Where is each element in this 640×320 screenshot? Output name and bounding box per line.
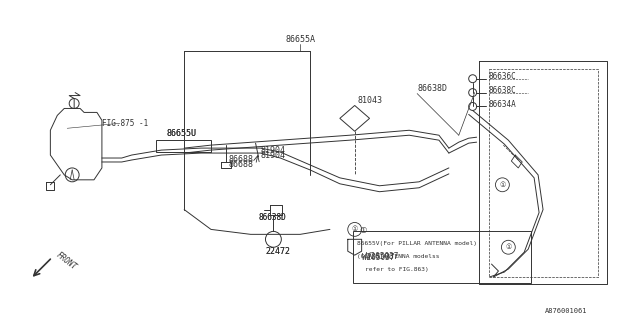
Text: ①: ①: [505, 244, 511, 250]
Text: 86638D: 86638D: [417, 84, 447, 93]
Text: 81904: 81904: [260, 146, 285, 155]
Bar: [156, 140, 211, 152]
Text: 86638C: 86638C: [488, 86, 516, 95]
Text: 22472: 22472: [266, 247, 291, 256]
Text: 86655A: 86655A: [285, 35, 315, 44]
Text: 86636C: 86636C: [488, 72, 516, 81]
Text: FIG.875 -1: FIG.875 -1: [102, 119, 148, 128]
Text: 86655V(For PILLAR ANTENNA model): 86655V(For PILLAR ANTENNA model): [356, 241, 477, 246]
Text: W205037: W205037: [365, 252, 398, 261]
Text: 86655U: 86655U: [166, 129, 196, 138]
Bar: [353, 231, 531, 283]
Text: FRONT: FRONT: [54, 251, 78, 272]
Text: ①: ①: [359, 226, 366, 235]
Text: ①: ①: [499, 182, 506, 188]
Text: 86688: 86688: [228, 160, 254, 170]
Text: W205037: W205037: [362, 253, 394, 262]
Text: 86634A: 86634A: [488, 100, 516, 109]
Text: A876001061: A876001061: [545, 308, 588, 314]
Text: 81043: 81043: [358, 96, 383, 105]
Text: ①: ①: [351, 226, 358, 232]
Text: 81904: 81904: [260, 150, 285, 160]
Text: (GLASS ANTENNA modelss: (GLASS ANTENNA modelss: [356, 254, 439, 259]
Text: 86638D: 86638D: [259, 213, 286, 222]
Text: 22472: 22472: [266, 247, 291, 256]
Text: 86638D: 86638D: [259, 213, 286, 222]
Text: 86655U: 86655U: [166, 129, 196, 138]
Text: 86688: 86688: [228, 156, 254, 164]
Text: refer to FIG.863): refer to FIG.863): [365, 267, 428, 272]
